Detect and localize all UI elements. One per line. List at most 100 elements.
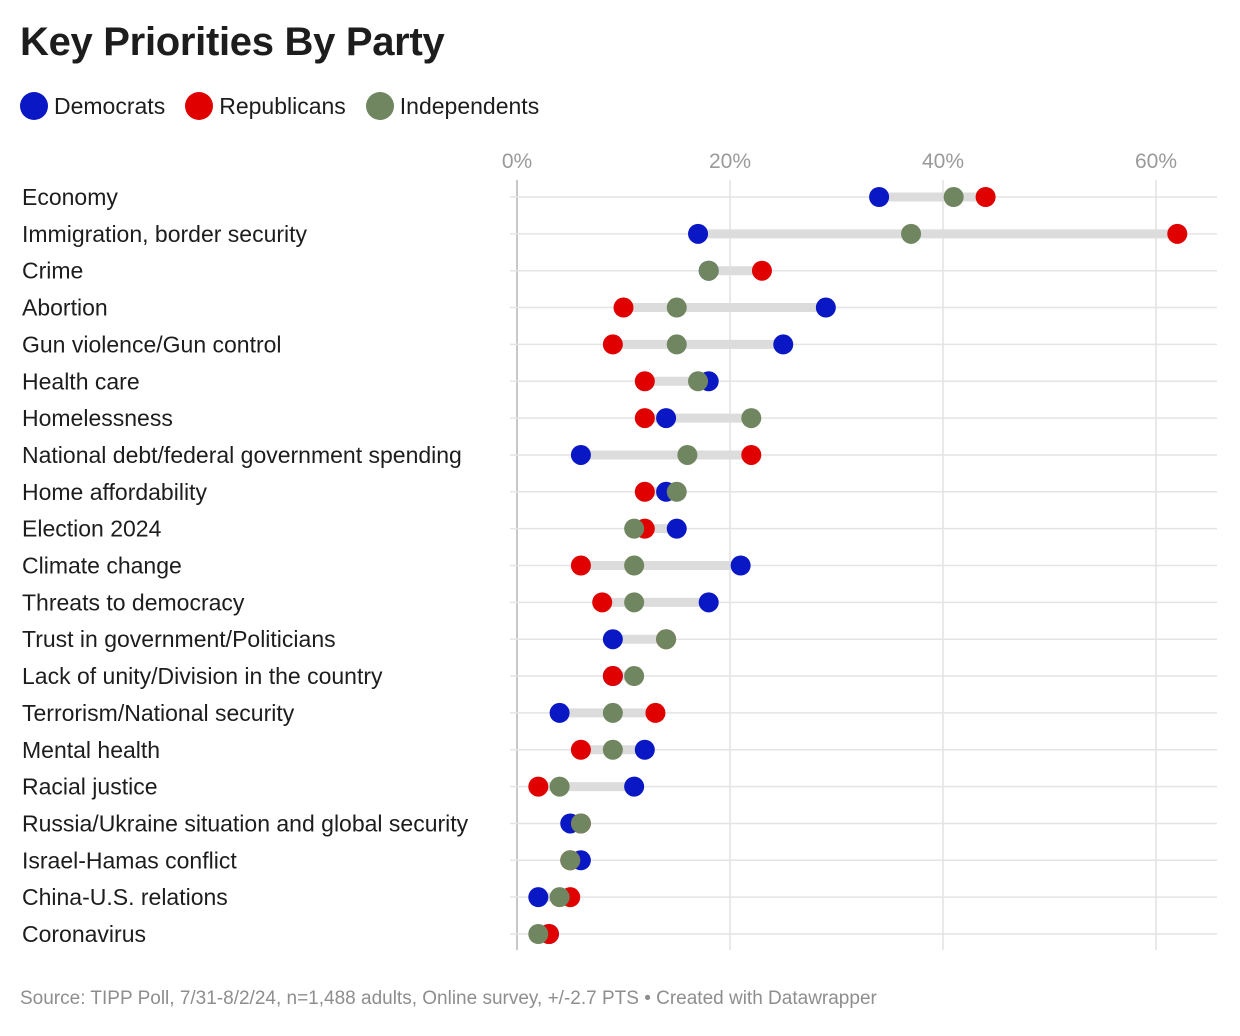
category-row: Economy: [22, 184, 1217, 210]
dot-democrats: [688, 223, 709, 244]
dot-independents: [901, 223, 922, 244]
source-note: Source: TIPP Poll, 7/31-8/2/24, n=1,488 …: [20, 988, 877, 1009]
category-label: Lack of unity/Division in the country: [22, 663, 383, 689]
category-label: Trust in government/Politicians: [22, 626, 336, 652]
category-label: Health care: [22, 368, 140, 394]
dot-independents: [656, 629, 677, 650]
category-row: Climate change: [22, 553, 1217, 579]
dot-independents: [666, 334, 687, 355]
dot-republicans: [634, 408, 655, 429]
category-row: Coronavirus: [22, 921, 1217, 947]
dot-independents: [698, 260, 719, 281]
dot-independents: [741, 408, 762, 429]
category-label: Terrorism/National security: [22, 700, 295, 726]
republicans-swatch-icon: [185, 92, 214, 120]
dot-democrats: [570, 444, 591, 465]
category-label: Immigration, border security: [22, 221, 308, 247]
x-tick-label: 40%: [922, 150, 964, 173]
democrats-swatch-icon: [20, 92, 48, 120]
dot-independents: [549, 776, 570, 797]
x-tick-label: 20%: [709, 150, 751, 173]
dot-independents: [624, 666, 645, 687]
dot-independents: [528, 924, 549, 944]
category-label: Homelessness: [22, 405, 173, 431]
dot-democrats: [624, 776, 645, 797]
category-row: Russia/Ukraine situation and global secu…: [22, 810, 1217, 836]
dot-independents: [570, 813, 591, 834]
category-row: Health care: [22, 368, 1217, 394]
category-row: Gun violence/Gun control: [22, 331, 1217, 357]
category-row: China-U.S. relations: [22, 884, 1217, 910]
category-label: National debt/federal government spendin…: [22, 442, 462, 468]
legend-label-democrats: Democrats: [54, 92, 166, 119]
category-label: Gun violence/Gun control: [22, 331, 282, 357]
category-row: Threats to democracy: [22, 589, 1217, 615]
dot-democrats: [634, 739, 655, 760]
dot-democrats: [730, 555, 751, 576]
legend-item-independents: Independents: [365, 92, 540, 120]
category-label: Threats to democracy: [22, 589, 245, 615]
dot-republicans: [570, 739, 591, 760]
legend-label-independents: Independents: [399, 92, 540, 119]
dot-independents: [624, 555, 645, 576]
dot-democrats: [549, 702, 570, 723]
dot-independents: [688, 371, 709, 392]
category-label: Crime: [22, 258, 83, 284]
category-row: Abortion: [22, 295, 1217, 321]
category-label: Abortion: [22, 295, 108, 321]
dot-republicans: [528, 776, 549, 797]
category-row: National debt/federal government spendin…: [22, 442, 1217, 468]
independents-swatch-icon: [365, 92, 394, 120]
category-row: Trust in government/Politicians: [22, 626, 1217, 652]
category-label: Israel-Hamas conflict: [22, 847, 237, 873]
category-label: Election 2024: [22, 516, 162, 542]
category-label: Coronavirus: [22, 921, 146, 947]
category-label: China-U.S. relations: [22, 884, 228, 910]
category-row: Israel-Hamas conflict: [22, 847, 1217, 873]
dot-independents: [602, 702, 623, 723]
dot-democrats: [815, 297, 836, 318]
dot-independents: [624, 592, 645, 613]
legend-label-republicans: Republicans: [219, 92, 346, 119]
legend-item-democrats: Democrats: [20, 92, 165, 120]
dot-republicans: [613, 297, 634, 318]
dot-republicans: [975, 187, 996, 207]
category-label: Mental health: [22, 737, 160, 763]
category-row: Election 2024: [22, 516, 1217, 542]
dot-republicans: [634, 481, 655, 502]
category-label: Home affordability: [22, 479, 207, 505]
dot-plot: 0% 20% 40% 60% Economy Immigration, border s…: [22, 150, 1217, 950]
dot-independents: [677, 444, 698, 465]
dot-independents: [560, 850, 581, 871]
x-tick-label: 60%: [1135, 150, 1177, 173]
dot-republicans: [602, 666, 623, 687]
dot-republicans: [602, 334, 623, 355]
dot-republicans: [592, 592, 613, 613]
dot-republicans: [751, 260, 772, 281]
dot-independents: [943, 187, 964, 207]
dot-republicans: [645, 702, 666, 723]
category-row: Homelessness: [22, 405, 1217, 431]
category-label: Russia/Ukraine situation and global secu…: [22, 810, 469, 836]
dot-independents: [624, 518, 645, 539]
dot-republicans: [634, 371, 655, 392]
category-row: Home affordability: [22, 479, 1217, 505]
dot-republicans: [1167, 223, 1188, 244]
category-row: Crime: [22, 258, 1217, 284]
category-row: Mental health: [22, 737, 1217, 763]
x-tick-label: 0%: [502, 150, 532, 173]
dot-independents: [602, 739, 623, 760]
category-label: Economy: [22, 184, 118, 210]
category-label: Climate change: [22, 553, 182, 579]
category-row: Immigration, border security: [22, 221, 1217, 247]
dot-republicans: [741, 444, 762, 465]
category-row: Terrorism/National security: [22, 700, 1217, 726]
category-row: Racial justice: [22, 774, 1217, 800]
dot-democrats: [698, 592, 719, 613]
dot-democrats: [528, 887, 549, 908]
dot-democrats: [869, 187, 890, 207]
category-row: Lack of unity/Division in the country: [22, 663, 1217, 689]
dot-independents: [666, 481, 687, 502]
rows-layer: Economy Immigration, border security Crime…: [22, 184, 1217, 947]
chart-title: Key Priorities By Party: [20, 20, 445, 64]
